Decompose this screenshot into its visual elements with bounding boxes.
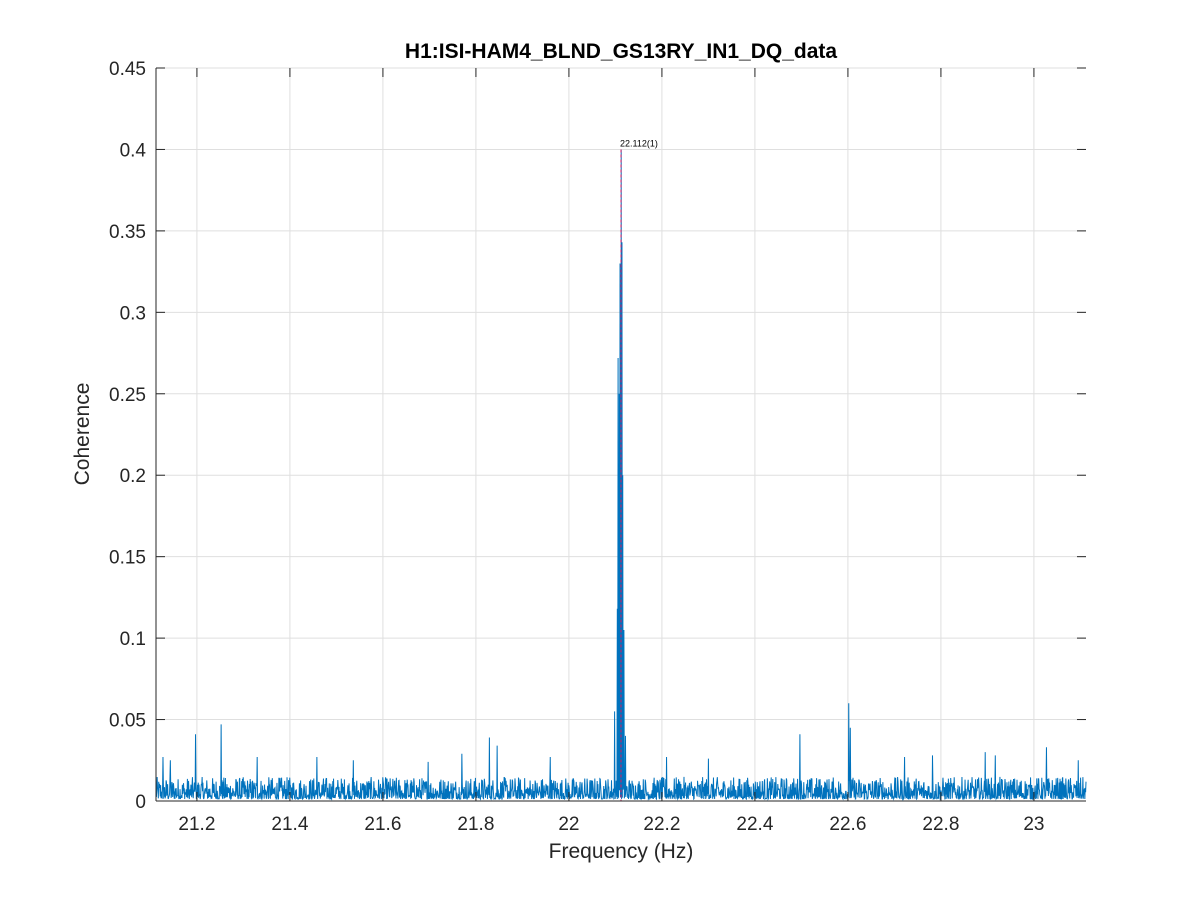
x-tick-label: 22.6 [829,814,866,835]
y-tick-label: 0.25 [109,385,146,406]
x-tick-label: 21.6 [364,814,401,835]
x-tick-label: 21.4 [271,814,308,835]
y-tick-label: 0.15 [109,548,146,569]
x-tick-label: 22.4 [736,814,773,835]
x-tick-label: 22.2 [643,814,680,835]
y-tick-label: 0 [135,792,146,813]
y-tick-label: 0.3 [120,303,146,324]
x-tick-label: 22.8 [922,814,959,835]
y-axis-label: Coherence [71,383,94,486]
x-tick-label: 23 [1023,814,1044,835]
axes [155,67,1086,802]
x-tick-label: 21.8 [457,814,494,835]
peak-marker: 22.112(1) [620,138,658,801]
y-tick-label: 0.2 [120,466,146,487]
peak-annotation: 22.112(1) [620,138,658,148]
x-tick-label: 21.2 [178,814,215,835]
chart-title: H1:ISI-HAM4_BLND_GS13RY_IN1_DQ_data [405,40,838,63]
y-tick-label: 0.05 [109,711,146,732]
y-tick-label: 0.45 [109,59,146,80]
y-tick-labels: 0 0.05 0.1 0.15 0.2 0.25 0.3 0.35 0.4 0.45 [109,59,146,813]
y-tick-label: 0.1 [120,629,146,650]
y-tick-label: 0.35 [109,222,146,243]
x-tick-label: 22 [558,814,579,835]
y-tick-label: 0.4 [120,140,147,161]
x-tick-labels: 21.2 21.4 21.6 21.8 22 22.2 22.4 22.6 22.8 23 [178,814,1044,835]
x-axis-label: Frequency (Hz) [549,840,694,863]
